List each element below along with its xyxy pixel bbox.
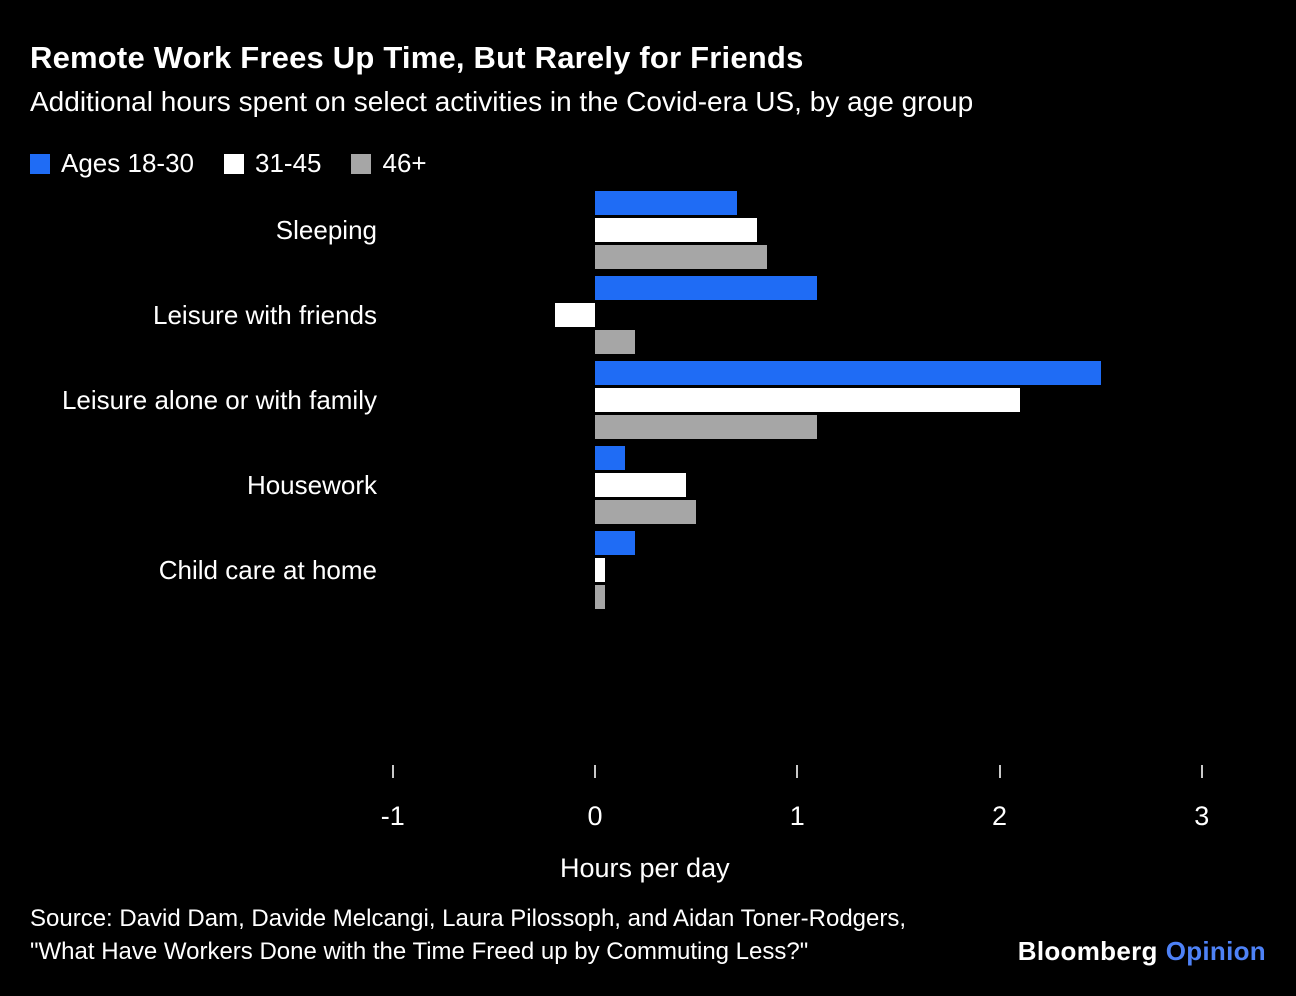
bar-31-45 [595,218,757,242]
axis-tick-label: 3 [1194,801,1210,831]
legend-item: 46+ [351,148,427,179]
bar-ages-18-30 [595,276,818,300]
chart-title: Remote Work Frees Up Time, But Rarely fo… [30,40,804,75]
source-line-1: Source: David Dam, Davide Melcangi, Laur… [30,905,907,932]
bloomberg-opinion-logo: Bloomberg Opinion [1018,936,1266,967]
bar-chart: Sleeping Leisure with friends Leisure alon… [30,188,1266,613]
category-label: Housework [246,470,377,500]
bar-ages-18-30 [595,361,1101,385]
bar-31-45 [554,303,595,327]
source-line-2: "What Have Workers Done with the Time Fr… [30,938,809,965]
axis-tick-label: 2 [991,801,1008,831]
chart-row: Sleeping [30,188,1266,273]
legend-item: Ages 18-30 [30,148,194,179]
bar-46- [595,500,697,524]
category-label: Sleeping [275,215,377,245]
source-note: Source: David Dam, Davide Melcangi, Laur… [30,902,906,968]
legend-label: 46+ [382,148,427,178]
category-label: Child care at home [158,555,377,585]
chart-row: Child care at home [30,528,1266,613]
bar-46- [595,585,606,609]
bar-ages-18-30 [595,531,636,555]
plot-area [393,358,1202,443]
axis-tick-label: 1 [789,801,805,831]
x-axis: Hours per day -1 0 1 2 3 [381,765,1209,895]
axis-tick-label: 0 [587,801,603,831]
bar-ages-18-30 [595,446,626,470]
plot-area [393,188,1202,273]
chart-row: Leisure alone or with family [30,358,1266,443]
bar-46- [595,245,767,269]
legend-swatch-icon [223,153,244,174]
bar-31-45 [595,473,686,497]
axis-tick-mark [594,765,596,778]
brand-bloomberg: Bloomberg [1017,936,1158,966]
chart-subtitle: Additional hours spent on select activit… [30,86,974,117]
bar-46- [595,330,636,354]
category-label: Leisure with friends [153,300,377,330]
bar-46- [595,415,818,439]
legend: Ages 18-30 31-45 46+ [30,148,427,179]
legend-label: 31-45 [254,148,322,178]
plot-area [393,443,1202,528]
axis-tick-mark [1200,765,1203,778]
bar-ages-18-30 [595,191,737,215]
chart-row: Housework [30,443,1266,528]
legend-swatch-icon [30,153,50,174]
axis-tick-label: -1 [380,801,405,831]
bar-31-45 [595,388,1020,412]
legend-label: Ages 18-30 [61,148,194,178]
axis-tick-mark [796,765,799,778]
legend-swatch-icon [351,153,372,174]
plot-area [393,528,1202,613]
x-axis-label: Hours per day [560,853,730,883]
axis-tick-mark [391,765,394,778]
chart-row: Leisure with friends [30,273,1266,358]
bar-31-45 [595,558,606,582]
legend-item: 31-45 [223,148,322,179]
brand-opinion: Opinion [1165,936,1266,966]
axis-tick-mark [998,765,1001,778]
category-label: Leisure alone or with family [61,385,377,415]
plot-area [393,273,1202,358]
